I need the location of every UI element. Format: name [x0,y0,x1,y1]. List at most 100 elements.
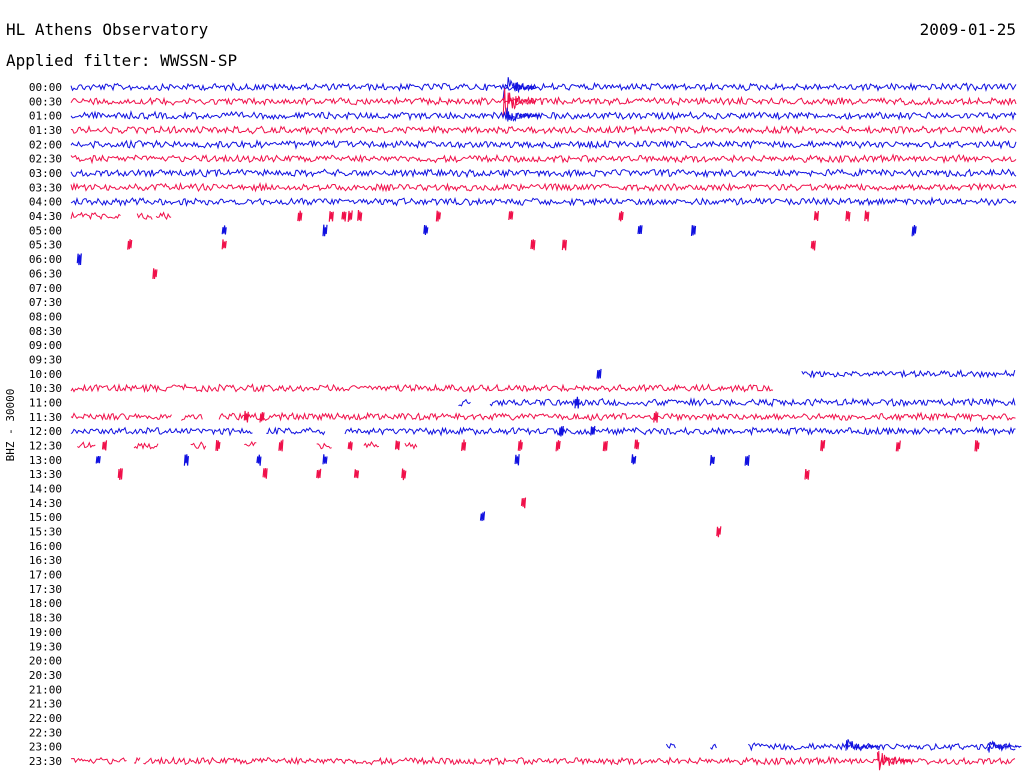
trace-segment [70,211,121,221]
trace-row [152,268,158,280]
trace-blip [76,253,82,266]
seismic-event [987,740,1022,753]
trace-blip [517,439,523,451]
trace-blip [347,210,353,222]
trace-row [458,396,1016,409]
trace-blip [117,468,123,481]
trace-segment [404,441,418,450]
seismic-event [502,77,537,101]
trace-blip [804,468,810,480]
trace-blip [322,454,328,465]
trace-blip [530,239,536,251]
trace-blip [341,211,347,222]
time-tick-label: 05:00 [29,224,62,237]
time-tick-label: 21:30 [29,698,62,711]
trace-blip [974,440,980,452]
trace-blip [820,439,826,452]
trace-segment [70,167,1017,179]
trace-segment [133,756,141,764]
trace-blip [479,511,486,522]
trace-blip [596,368,602,379]
time-tick-label: 15:00 [29,511,62,524]
trace-blip [394,440,401,451]
trace-segment [710,743,717,750]
observatory-title: HL Athens Observatory [6,20,209,39]
trace-blip [152,268,158,280]
time-tick-label: 22:00 [29,712,62,725]
time-tick-label: 01:00 [29,110,62,123]
seismic-traces [70,77,1022,771]
trace-row [70,196,1017,207]
trace-row [70,139,1017,150]
trace-segment [70,757,127,765]
trace-segment [218,411,1016,423]
trace-blip [183,454,189,466]
seismic-event [502,88,537,118]
time-tick-label: 20:30 [29,669,62,682]
trace-blip [690,225,697,236]
trace-segment [70,139,1017,150]
time-tick-label: 03:00 [29,167,62,180]
trace-blip [618,211,624,222]
trace-row [117,468,810,481]
trace-blip [813,210,819,221]
trace-segment [70,81,1017,93]
trace-blip [744,454,750,466]
time-tick-label: 10:30 [29,382,62,395]
trace-segment [77,441,96,449]
time-tick-label: 06:30 [29,267,62,280]
time-tick-label: 06:00 [29,253,62,266]
trace-blip [520,497,527,509]
applied-filter-label: Applied filter: WWSSN-SP [6,51,238,70]
trace-blip [631,454,637,465]
trace-segment [70,181,1017,193]
trace-segment [70,412,172,421]
trace-blip [215,440,221,451]
trace-segment [489,397,1016,408]
trace-segment [181,413,203,421]
trace-segment [266,426,326,436]
time-tick-label: 11:30 [29,411,62,424]
time-tick-label: 04:00 [29,196,62,209]
time-tick-label: 16:30 [29,554,62,567]
trace-blip [278,439,284,452]
trace-blip [709,454,715,466]
trace-segment [70,196,1017,207]
trace-row [70,750,1016,771]
time-tick-label: 07:30 [29,296,62,309]
trace-segment [190,441,207,451]
trace-segment [316,442,332,450]
time-tick-label: 05:30 [29,239,62,252]
time-tick-label: 13:30 [29,468,62,481]
trace-blip [423,225,429,235]
trace-blip [127,239,133,250]
time-tick-label: 12:00 [29,425,62,438]
trace-blip [353,469,360,479]
trace-segment [136,212,153,220]
trace-blip [328,211,334,222]
time-tick-label: 00:00 [29,81,62,94]
channel-label: BHZ - 30000 [4,389,17,462]
trace-blip [357,210,363,222]
time-tick-label: 14:30 [29,497,62,510]
trace-row [70,410,1016,423]
trace-blip [590,425,596,436]
trace-segment [70,383,774,394]
trace-segment [70,426,253,437]
trace-segment [70,95,1017,107]
trace-blip [911,225,917,237]
time-tick-label: 02:30 [29,153,62,166]
trace-blip [574,396,580,409]
trace-blip [95,456,101,464]
time-tick-label: 10:00 [29,368,62,381]
trace-row [77,439,980,452]
trace-row [716,526,722,538]
trace-blip [555,440,561,452]
time-tick-label: 14:00 [29,483,62,496]
trace-row [70,425,1016,437]
time-tick-label: 16:00 [29,540,62,553]
time-tick-label: 15:30 [29,526,62,539]
time-tick-label: 20:00 [29,655,62,668]
